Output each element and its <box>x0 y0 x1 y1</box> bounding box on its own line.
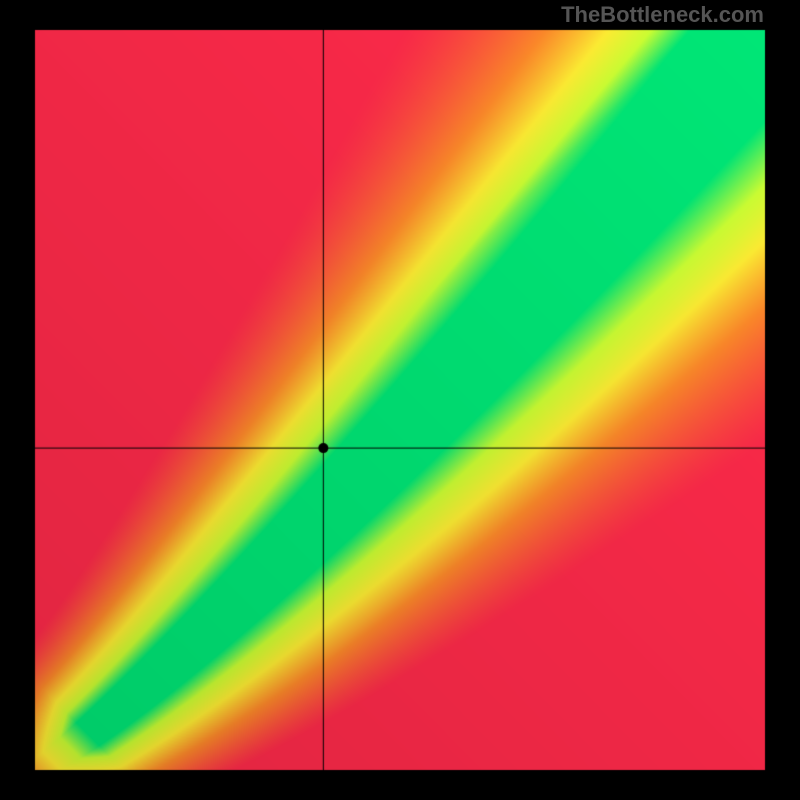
heatmap-canvas <box>0 0 800 800</box>
chart-container: TheBottleneck.com <box>0 0 800 800</box>
watermark-text: TheBottleneck.com <box>561 2 764 28</box>
